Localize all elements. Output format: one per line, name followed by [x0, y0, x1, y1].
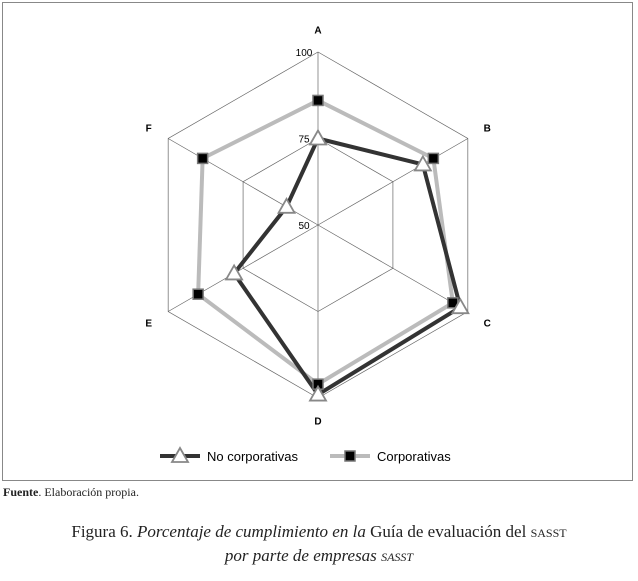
- category-label: A: [314, 26, 321, 37]
- legend-label: No corporativas: [207, 449, 299, 464]
- legend-label: Corporativas: [377, 449, 451, 464]
- series-line: [232, 136, 463, 397]
- triangle-marker: [308, 128, 328, 146]
- caption-acronym-2: SASST: [381, 546, 414, 565]
- category-label: D: [314, 416, 321, 427]
- figure-frame: [2, 2, 633, 481]
- triangle-marker: [170, 446, 190, 463]
- tick-label: 50: [298, 221, 310, 232]
- square-marker: [192, 288, 204, 300]
- tick-label: 75: [298, 135, 310, 146]
- square-marker: [196, 152, 209, 165]
- grid-spoke: [317, 138, 468, 226]
- triangle-marker: [450, 297, 470, 315]
- triangle-marker: [276, 197, 297, 214]
- tick-label: 100: [296, 48, 313, 59]
- caption-normal: Guía de evaluación del: [365, 522, 531, 541]
- square-marker: [427, 152, 440, 165]
- category-label: E: [145, 319, 152, 330]
- grid-spoke: [317, 224, 468, 312]
- figure-caption: Figura 6. Porcentaje de cumplimiento en …: [0, 520, 638, 568]
- caption-acronym-1: SASST: [530, 522, 567, 541]
- category-label: B: [484, 123, 491, 134]
- triangle-marker: [224, 263, 244, 281]
- category-label: C: [484, 319, 491, 330]
- source-text: . Elaboración propia.: [38, 485, 139, 499]
- figure-source: Fuente. Elaboración propia.: [3, 485, 139, 500]
- radar-chart: A B C D E F 50 75 100 No corporativas Corporativas: [145, 26, 491, 464]
- square-marker: [344, 450, 356, 462]
- caption-italic-1: Porcentaje de cumplimiento en la: [137, 522, 366, 541]
- caption-italic-2: por parte de empresas: [224, 546, 382, 565]
- source-label: Fuente: [3, 485, 39, 499]
- caption-prefix: Figura 6.: [71, 522, 138, 541]
- triangle-marker: [308, 384, 328, 402]
- category-label: F: [146, 123, 152, 134]
- triangle-marker: [413, 154, 433, 172]
- square-marker: [312, 94, 324, 107]
